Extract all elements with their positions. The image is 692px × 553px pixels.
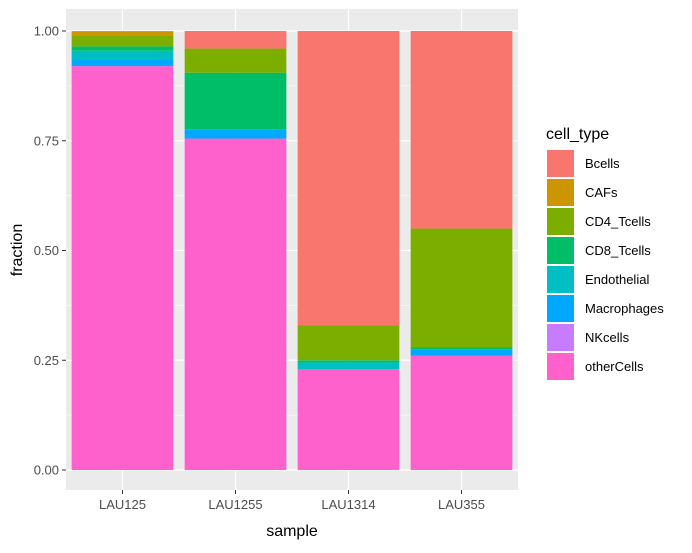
bar-segment-cd8-tcells-lau1314	[297, 360, 400, 363]
x-tick-label-lau1314: LAU1314	[321, 497, 375, 512]
legend-key-othercells	[547, 353, 574, 380]
y-tick-label: 1.00	[34, 24, 59, 39]
legend-label-othercells: otherCells	[585, 359, 644, 374]
bar-segment-bcells-lau1255	[184, 31, 287, 49]
bar-segment-macrophages-lau355	[410, 349, 513, 356]
legend-key-cd4-tcells	[547, 208, 574, 235]
bar-segment-cd4-tcells-lau355	[410, 228, 513, 348]
y-axis: 0.00 0.25 0.50 0.75 1.00	[34, 24, 66, 478]
bar-segment-endothelial-lau1314	[297, 362, 400, 370]
legend-label-macrophages: Macrophages	[585, 301, 664, 316]
legend-label-nkcells: NKcells	[585, 330, 630, 345]
bar-segment-cd4-tcells-lau125	[71, 35, 174, 47]
legend-label-cafs: CAFs	[585, 185, 618, 200]
legend-label-bcells: Bcells	[585, 156, 620, 171]
y-tick-label: 0.75	[34, 133, 59, 148]
x-tick-label-lau125: LAU125	[99, 497, 146, 512]
bar-segment-endothelial-lau125	[71, 50, 174, 60]
bar-segment-othercells-lau125	[71, 66, 174, 471]
legend-key-macrophages	[547, 295, 574, 322]
bar-segment-cd8-tcells-lau355	[410, 347, 513, 350]
bar-segment-bcells-lau1314	[297, 31, 400, 326]
y-tick-label: 0.25	[34, 353, 59, 368]
bars-layer	[71, 31, 513, 471]
bar-segment-bcells-lau355	[410, 31, 513, 229]
legend-label-cd8-tcells: CD8_Tcells	[585, 243, 651, 258]
bar-segment-bcells-lau125	[71, 31, 174, 32]
bar-segment-cd8-tcells-lau125	[71, 46, 174, 51]
legend-key-cafs	[547, 179, 574, 206]
bar-segment-cafs-lau125	[71, 31, 174, 36]
legend: cell_type Bcells CAFs CD4_Tcells CD8_Tcells…	[546, 126, 664, 380]
bar-segment-othercells-lau1314	[297, 369, 400, 470]
x-tick-label-lau1255: LAU1255	[208, 497, 262, 512]
x-axis-title: sample	[266, 523, 318, 540]
y-tick-label: 0.50	[34, 243, 59, 258]
legend-key-endothelial	[547, 266, 574, 293]
bar-segment-cd8-tcells-lau1255	[184, 72, 287, 130]
y-tick-label: 0.00	[34, 463, 59, 478]
y-axis-title: fraction	[9, 224, 26, 276]
bar-segment-macrophages-lau1255	[184, 129, 287, 139]
legend-key-cd8-tcells	[547, 237, 574, 264]
legend-key-bcells	[547, 150, 574, 177]
bar-segment-cd4-tcells-lau1255	[184, 48, 287, 73]
x-tick-label-lau355: LAU355	[438, 497, 485, 512]
x-axis: LAU125 LAU1255 LAU1314 LAU355	[99, 490, 485, 512]
bar-segment-cd4-tcells-lau1314	[297, 325, 400, 361]
legend-label-cd4-tcells: CD4_Tcells	[585, 214, 651, 229]
legend-label-endothelial: Endothelial	[585, 272, 649, 287]
bar-segment-othercells-lau1255	[184, 138, 287, 470]
bar-segment-othercells-lau355	[410, 355, 513, 470]
legend-key-nkcells	[547, 324, 574, 351]
legend-title: cell_type	[546, 126, 609, 143]
bar-segment-macrophages-lau125	[71, 59, 174, 67]
